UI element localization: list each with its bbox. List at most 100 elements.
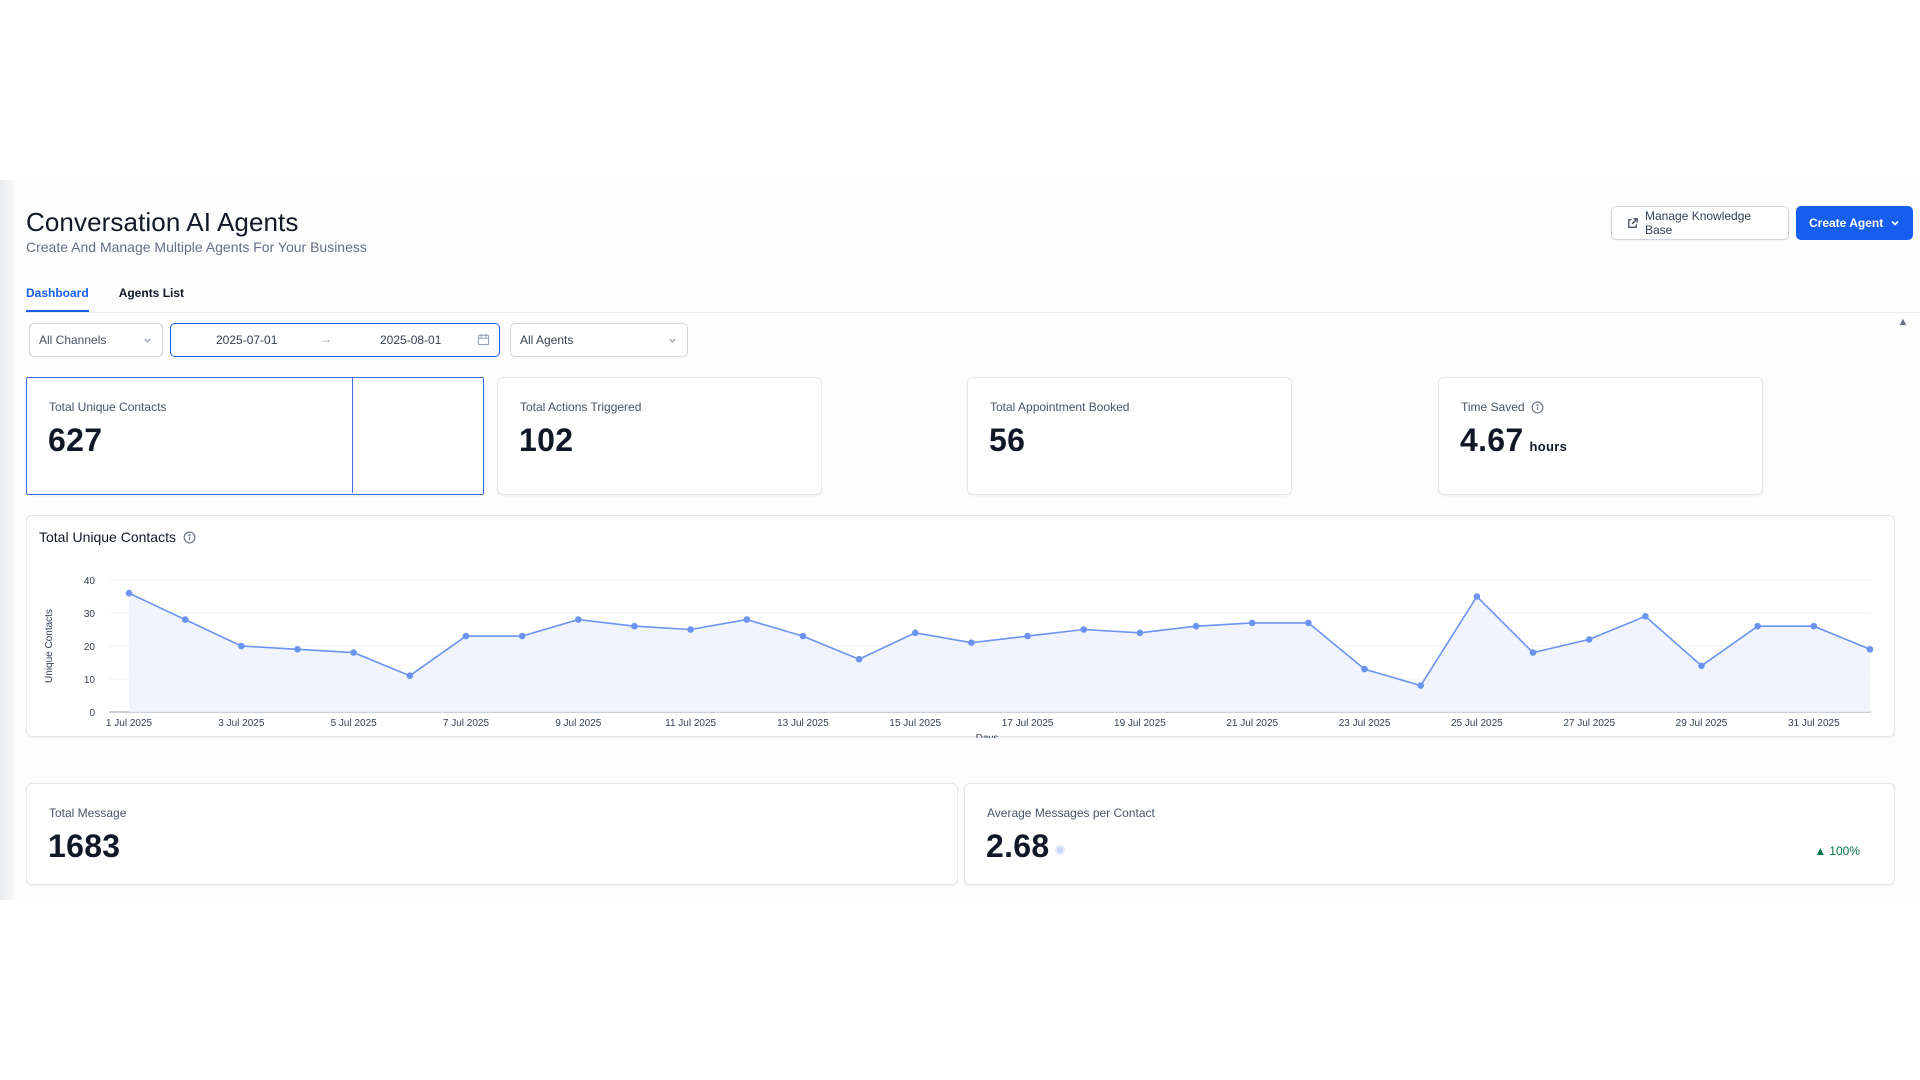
tab-bar: Dashboard Agents List xyxy=(26,286,184,312)
chevron-down-icon xyxy=(1891,220,1899,226)
data-point xyxy=(406,672,414,679)
data-point xyxy=(1585,636,1593,643)
data-point xyxy=(238,642,245,650)
data-point xyxy=(462,632,470,640)
kpi-card-appointments-booked[interactable]: Total Appointment Booked 56 xyxy=(967,377,1292,495)
data-point xyxy=(1080,626,1088,633)
y-axis-title: Unique Contacts xyxy=(44,609,55,683)
kpi-label: Total Unique Contacts xyxy=(49,400,167,414)
info-dot-icon[interactable] xyxy=(1055,844,1066,855)
x-tick-label: 1 Jul 2025 xyxy=(106,718,153,729)
x-tick-label: 15 Jul 2025 xyxy=(889,718,941,729)
chevron-down-icon xyxy=(144,338,151,343)
trend-value: 100% xyxy=(1829,844,1860,858)
average-messages-card: Average Messages per Contact 2.68 ▲ 100% xyxy=(964,783,1895,885)
y-tick-label: 0 xyxy=(89,708,95,719)
data-point xyxy=(911,629,919,637)
x-tick-label: 9 Jul 2025 xyxy=(555,718,602,729)
kpi-card-time-saved[interactable]: Time Saved 4.67 hours xyxy=(1438,377,1763,495)
x-tick-label: 17 Jul 2025 xyxy=(1002,718,1054,729)
average-messages-label: Average Messages per Contact xyxy=(987,806,1155,820)
data-point xyxy=(687,626,694,633)
unique-contacts-line-chart: 0 10 20 30 40 1 Jul 2025 3 Jul 2025 5 Jul 2025 7… xyxy=(44,576,1874,738)
data-point xyxy=(1192,622,1200,630)
kpi-label-row: Time Saved xyxy=(1461,400,1544,414)
y-tick-label: 30 xyxy=(84,609,96,620)
data-point xyxy=(1473,593,1481,600)
data-point xyxy=(1417,682,1425,689)
tabs-divider xyxy=(26,312,1920,313)
x-tick-label: 13 Jul 2025 xyxy=(777,718,829,729)
kpi-value: 56 xyxy=(989,422,1026,458)
data-point xyxy=(1642,613,1649,620)
chevron-down-icon xyxy=(669,338,676,343)
x-tick-label: 11 Jul 2025 xyxy=(665,718,716,729)
tab-dashboard[interactable]: Dashboard xyxy=(26,286,89,312)
data-point xyxy=(743,616,751,623)
series-area xyxy=(129,593,1870,712)
data-point xyxy=(855,655,863,663)
kpi-card-unique-contacts[interactable]: Total Unique Contacts 627 xyxy=(26,377,484,495)
external-link-icon xyxy=(1628,217,1638,228)
agent-select-value: All Agents xyxy=(520,333,574,347)
date-end[interactable]: 2025-08-01 xyxy=(380,333,442,347)
kpi-value: 4.67 xyxy=(1460,422,1524,458)
x-tick-label: 23 Jul 2025 xyxy=(1339,718,1391,729)
x-tick-label: 21 Jul 2025 xyxy=(1226,718,1278,729)
agent-select[interactable]: All Agents xyxy=(510,323,688,357)
create-agent-button[interactable]: Create Agent xyxy=(1796,206,1913,240)
total-message-card: Total Message 1683 xyxy=(26,783,958,885)
data-point xyxy=(350,649,357,656)
data-point xyxy=(968,639,975,646)
total-message-value: 1683 xyxy=(48,828,121,864)
data-point xyxy=(1529,649,1537,656)
x-tick-label: 29 Jul 2025 xyxy=(1676,718,1728,729)
left-edge-shadow xyxy=(0,180,14,900)
data-point xyxy=(1866,646,1874,653)
chart-title-row: Total Unique Contacts xyxy=(39,529,196,545)
data-point xyxy=(518,632,526,640)
page-subtitle: Create And Manage Multiple Agents For Yo… xyxy=(26,239,367,255)
date-range-picker[interactable]: 2025-07-01 → 2025-08-01 xyxy=(170,323,500,357)
y-tick-label: 20 xyxy=(84,642,96,653)
channel-select[interactable]: All Channels xyxy=(29,323,163,357)
kpi-label: Total Actions Triggered xyxy=(520,400,642,414)
calendar-icon xyxy=(477,333,490,346)
app-window: Conversation AI Agents Create And Manage… xyxy=(0,180,1920,900)
data-point xyxy=(1698,662,1705,670)
x-tick-label: 25 Jul 2025 xyxy=(1451,718,1503,729)
chart-title: Total Unique Contacts xyxy=(39,529,176,545)
arrow-right-icon: → xyxy=(320,332,332,346)
data-point xyxy=(294,646,301,653)
kpi-card-actions-triggered[interactable]: Total Actions Triggered 102 xyxy=(497,377,822,495)
kpi-label: Total Appointment Booked xyxy=(990,400,1130,414)
data-point xyxy=(1305,619,1312,627)
x-tick-label: 3 Jul 2025 xyxy=(218,718,265,729)
average-messages-value-row: 2.68 xyxy=(986,828,1066,865)
manage-knowledge-base-label: Manage Knowledge Base xyxy=(1645,209,1752,237)
kpi-label: Time Saved xyxy=(1461,400,1525,414)
data-point xyxy=(799,632,807,640)
scroll-up-arrow-icon[interactable]: ▲ xyxy=(1897,316,1909,328)
page-title: Conversation AI Agents xyxy=(26,207,299,237)
date-start[interactable]: 2025-07-01 xyxy=(216,333,278,347)
y-tick-label: 10 xyxy=(84,675,96,686)
data-point xyxy=(1024,632,1031,640)
trend-up-icon: ▲ xyxy=(1814,844,1827,858)
x-axis-title: Days xyxy=(976,733,999,738)
tab-agents-list[interactable]: Agents List xyxy=(118,286,185,300)
data-point xyxy=(1754,622,1761,630)
x-tick-label: 5 Jul 2025 xyxy=(331,718,378,729)
data-point xyxy=(181,616,189,623)
data-point xyxy=(125,589,133,597)
kpi-value-row: 4.67 hours xyxy=(1460,422,1567,459)
kpi-value: 627 xyxy=(48,422,103,458)
manage-knowledge-base-button[interactable]: Manage Knowledge Base xyxy=(1611,206,1789,240)
data-point xyxy=(1361,665,1368,673)
x-tick-label: 27 Jul 2025 xyxy=(1563,718,1615,729)
info-icon[interactable] xyxy=(183,531,196,544)
average-messages-value: 2.68 xyxy=(986,828,1050,864)
info-icon[interactable] xyxy=(1531,401,1544,414)
x-tick-label: 7 Jul 2025 xyxy=(443,718,490,729)
data-point xyxy=(631,622,638,630)
